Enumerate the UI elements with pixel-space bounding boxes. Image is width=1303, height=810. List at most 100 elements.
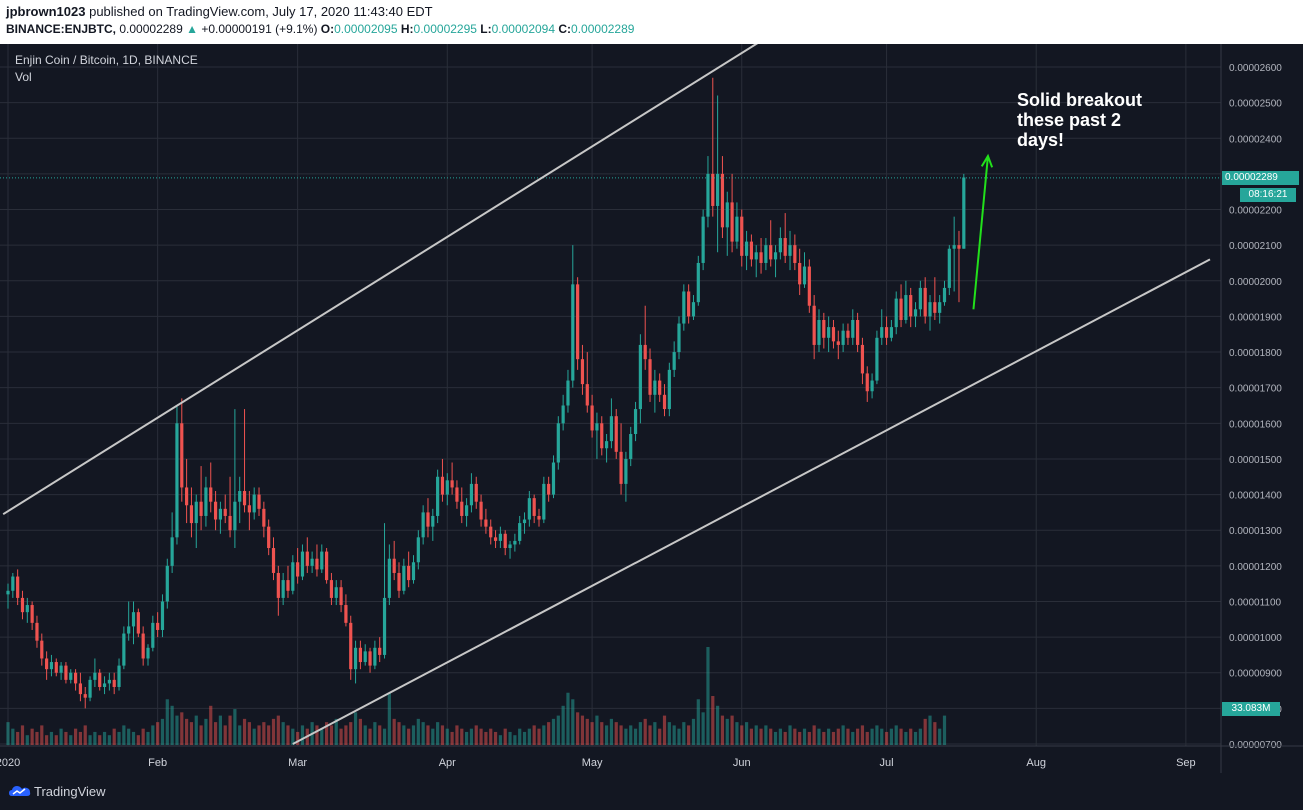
candle-body (542, 483, 546, 520)
volume-bar (368, 728, 372, 745)
volume-bar (860, 725, 865, 745)
volume-bar (498, 735, 502, 745)
volume-bar (604, 725, 609, 745)
x-tick-label: 2020 (0, 757, 20, 769)
volume-bar (363, 725, 367, 745)
candle-body (933, 302, 937, 313)
candle-body (773, 252, 778, 260)
candle-body (740, 216, 744, 256)
volume-bar (421, 722, 425, 745)
volume-bar (933, 722, 937, 745)
volume-bar (165, 699, 169, 745)
candle-body (735, 216, 739, 242)
volume-bar (547, 722, 551, 745)
candle-body (672, 352, 676, 370)
candle-body (691, 302, 696, 317)
candle-body (252, 494, 256, 513)
y-tick-label: 0.00002200 (1229, 206, 1282, 217)
candle-body (638, 344, 642, 410)
candle-body (402, 565, 406, 591)
volume-bar (320, 728, 324, 745)
volume-bar (561, 705, 565, 745)
volume-bar (831, 731, 836, 745)
candle-body (141, 633, 145, 659)
candle-body (411, 562, 416, 581)
candle-body (450, 480, 454, 488)
candle-body (416, 537, 420, 563)
candle-body (6, 590, 10, 595)
volume-bar (185, 718, 189, 745)
footer-bar (0, 773, 1303, 810)
tradingview-brand[interactable]: TradingView (34, 784, 106, 799)
y-tick-label: 0.00002600 (1229, 63, 1282, 74)
candle-body (175, 423, 179, 538)
volume-bar (778, 728, 782, 745)
volume-bar (136, 735, 140, 745)
volume-bar (880, 728, 884, 745)
volume-bar (904, 731, 908, 745)
candle-body (566, 380, 570, 406)
volume-bar (445, 728, 449, 745)
candle-body (170, 537, 174, 566)
candle-body (189, 505, 194, 524)
candle-body (875, 337, 879, 381)
candle-body (271, 548, 276, 573)
candle-body (513, 540, 517, 545)
volume-bar (257, 725, 261, 745)
candle-body (899, 298, 903, 320)
volume-bar (518, 728, 522, 745)
candle-body (653, 380, 657, 395)
candle-body (378, 647, 382, 655)
volume-bar (402, 725, 406, 745)
breakout-arrow-shaft (972, 155, 989, 310)
low-value: 0.00002094 (491, 22, 556, 36)
volume-bar (851, 731, 855, 745)
volume-bar (609, 718, 614, 745)
candle-body (754, 252, 758, 260)
candle-body (112, 679, 116, 687)
candle-body (595, 423, 599, 431)
candle-body (25, 605, 29, 613)
volume-legend-label: Vol (15, 70, 32, 84)
volume-bar (716, 705, 720, 745)
bar-countdown-tag: 08:16:21 (1240, 188, 1296, 202)
volume-bar (98, 735, 102, 745)
candle-body (537, 515, 541, 520)
candle-body (658, 380, 662, 395)
candle-body (262, 508, 266, 527)
candle-body (561, 405, 565, 424)
volume-bar (769, 728, 773, 745)
volume-bar (223, 725, 227, 745)
candle-body (310, 558, 314, 566)
candle-body (962, 177, 966, 249)
volume-bar (54, 735, 58, 745)
candle-body (286, 580, 290, 591)
volume-bar (696, 699, 700, 745)
volume-bar (759, 728, 763, 745)
candle-body (604, 441, 609, 449)
candle-body (426, 512, 430, 527)
candle-body (600, 423, 604, 449)
volume-bar (566, 692, 570, 745)
price-chart[interactable]: 0.000007000.000008000.000009000.00001000… (0, 44, 1303, 773)
candle-body (368, 651, 372, 666)
volume-bar (339, 728, 343, 745)
candle-body (136, 612, 140, 634)
volume-bar (711, 696, 715, 745)
candle-body (325, 551, 329, 581)
tradingview-logo-icon[interactable] (8, 783, 32, 799)
candle-body (440, 476, 445, 495)
candle-body (889, 327, 893, 338)
candle-body (590, 405, 594, 431)
candle-body (798, 262, 802, 285)
volume-bar (865, 731, 869, 745)
candle-body (479, 501, 483, 520)
channel-trendline (292, 258, 1211, 745)
author-name[interactable]: jpbrown1023 (6, 4, 86, 19)
publisher-line: jpbrown1023 published on TradingView.com… (6, 4, 433, 19)
volume-bar (802, 728, 807, 745)
candle-body (807, 266, 811, 306)
up-arrow-icon: ▲ (186, 22, 198, 36)
volume-bar (392, 718, 396, 745)
candle-body (865, 373, 869, 392)
